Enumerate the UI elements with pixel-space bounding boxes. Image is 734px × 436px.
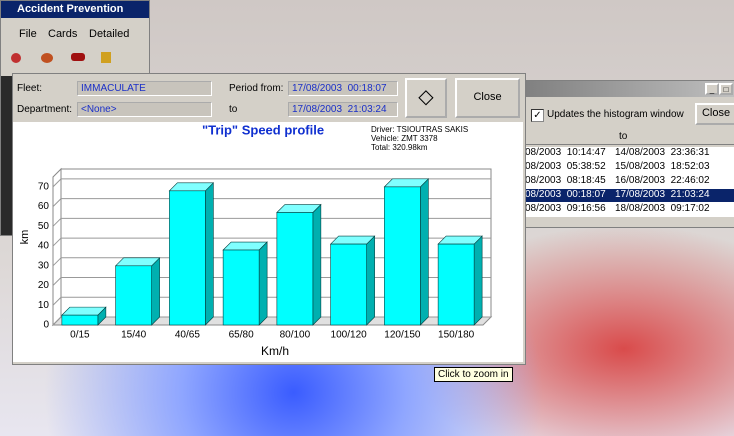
minimize-button[interactable]: _ <box>705 83 719 95</box>
trip-row[interactable]: 08/2003 10:14:47 14/08/2003 23:36:31 <box>525 147 734 160</box>
bar <box>169 191 205 325</box>
bar-top <box>384 179 428 187</box>
bar-top <box>331 236 375 244</box>
trip-row[interactable]: 08/2003 00:18:07 17/08/2003 21:03:24 <box>525 189 734 202</box>
toolbar-icon[interactable] <box>71 53 85 61</box>
checkbox-label[interactable]: Updates the histogram window <box>547 109 684 120</box>
x-tick-label: 40/65 <box>175 330 200 341</box>
chart-title: "Trip" Speed profile <box>202 122 324 137</box>
bar-top <box>223 242 267 250</box>
x-tick-label: 0/15 <box>70 330 90 341</box>
chart-info: Total: 320.98km <box>371 143 428 152</box>
bar <box>331 244 367 325</box>
bar-top <box>277 205 321 213</box>
menu-item[interactable]: Detailed <box>89 28 129 40</box>
trip-row[interactable]: 08/2003 05:38:52 15/08/2003 18:52:03 <box>525 161 734 174</box>
close-button[interactable]: Close <box>695 103 734 125</box>
screen: Accident Prevention File Cards Detailed … <box>0 0 734 436</box>
bar-side <box>420 179 428 325</box>
checkbox[interactable]: ✓ <box>531 109 544 122</box>
period-from-field[interactable]: 17/08/2003 00:18:07 <box>288 81 398 96</box>
bar <box>438 244 474 325</box>
trip-cell: 16/08/2003 22:46:02 <box>615 175 710 186</box>
bar-side <box>313 205 321 325</box>
bar-top <box>62 307 106 315</box>
x-axis-label: Km/h <box>261 344 289 358</box>
bar-side <box>259 242 267 325</box>
department-field[interactable]: <None> <box>77 102 212 117</box>
x-tick-label: 150/180 <box>438 330 475 341</box>
menu-item[interactable]: Cards <box>48 28 77 40</box>
y-tick-label: 10 <box>38 300 50 311</box>
bar <box>277 213 313 325</box>
toolbar-icon[interactable] <box>101 52 111 63</box>
trip-cell: 15/08/2003 18:52:03 <box>615 161 710 172</box>
trip-cell: 08/2003 08:18:45 <box>525 175 606 186</box>
bar-side <box>367 236 375 325</box>
y-axis-label: km <box>19 230 31 245</box>
histogram-window: Fleet: IMMACULATE Department: <None> Per… <box>12 73 526 365</box>
y-tick-label: 60 <box>38 201 50 212</box>
trip-cell: 17/08/2003 21:03:24 <box>615 189 710 200</box>
trip-cell: 08/2003 00:18:07 <box>525 189 606 200</box>
column-header[interactable]: to <box>619 131 627 142</box>
chart-info: Driver: TSIOUTRAS SAKIS <box>371 125 468 134</box>
department-label: Department: <box>17 104 72 115</box>
maximize-button[interactable]: □ <box>719 83 733 95</box>
bar-side <box>205 183 213 325</box>
y-tick-label: 30 <box>38 260 50 271</box>
eraser-button[interactable]: ◇ <box>405 78 447 118</box>
app-title: Accident Prevention <box>17 3 123 15</box>
x-tick-label: 100/120 <box>331 330 368 341</box>
trips-window: _ □ ✓ Updates the histogram window Close… <box>524 80 734 228</box>
chart-info: Vehicle: ZMT 3378 <box>371 134 438 143</box>
chart[interactable]: "Trip" Speed profile Driver: TSIOUTRAS SA… <box>13 122 523 362</box>
toolbar-icon[interactable] <box>41 53 53 63</box>
toolbar-icon[interactable] <box>11 53 21 63</box>
close-button[interactable]: Close <box>455 78 520 118</box>
fleet-field[interactable]: IMMACULATE <box>77 81 212 96</box>
x-tick-label: 65/80 <box>229 330 254 341</box>
bar-top <box>438 236 482 244</box>
period-label: Period from: <box>229 83 283 94</box>
trip-cell: 08/2003 05:38:52 <box>525 161 606 172</box>
trip-cell: 14/08/2003 23:36:31 <box>615 147 710 158</box>
y-tick-label: 20 <box>38 280 50 291</box>
trip-row[interactable]: 08/2003 09:16:56 18/08/2003 09:17:02 <box>525 203 734 216</box>
bar-side <box>152 258 160 325</box>
x-tick-label: 15/40 <box>121 330 146 341</box>
trip-cell: 08/2003 10:14:47 <box>525 147 606 158</box>
bar <box>384 187 420 325</box>
bar-top <box>169 183 213 191</box>
bar-top <box>116 258 160 266</box>
fleet-label: Fleet: <box>17 83 42 94</box>
menu-item[interactable]: File <box>19 28 37 40</box>
y-tick-label: 70 <box>38 182 50 193</box>
to-label: to <box>229 104 237 115</box>
y-tick-label: 50 <box>38 221 50 232</box>
period-to-field[interactable]: 17/08/2003 21:03:24 <box>288 102 398 117</box>
bar <box>116 266 152 325</box>
trip-row[interactable]: 08/2003 08:18:45 16/08/2003 22:46:02 <box>525 175 734 188</box>
tooltip: Click to zoom in <box>434 367 513 382</box>
x-tick-label: 120/150 <box>384 330 421 341</box>
bar <box>62 315 98 325</box>
trip-cell: 18/08/2003 09:17:02 <box>615 203 710 214</box>
x-tick-label: 80/100 <box>280 330 311 341</box>
bar-side <box>474 236 482 325</box>
y-tick-label: 40 <box>38 241 50 252</box>
trip-cell: 08/2003 09:16:56 <box>525 203 606 214</box>
y-tick-label: 0 <box>43 320 49 331</box>
bar <box>223 250 259 325</box>
